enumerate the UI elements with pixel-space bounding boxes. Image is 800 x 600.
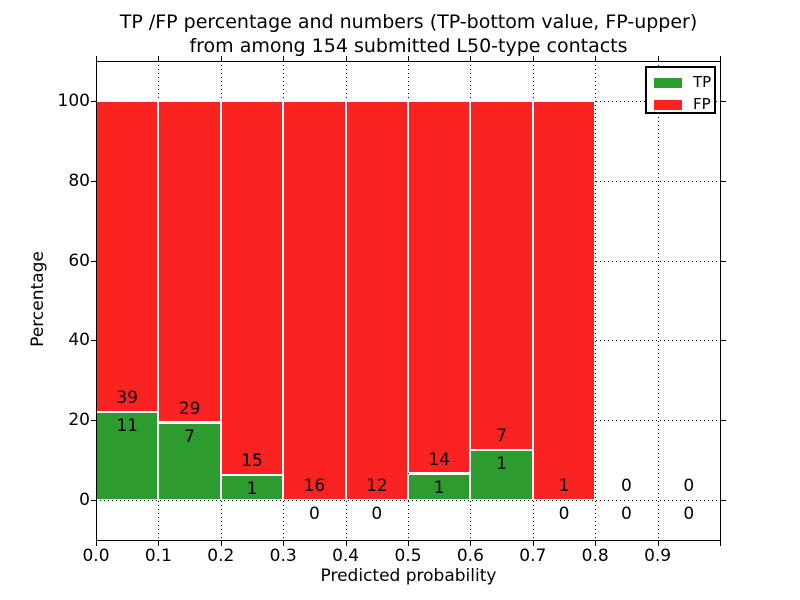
x-tick-mark-top (470, 56, 472, 61)
x-tick-mark (720, 541, 721, 546)
x-tick-mark-top (345, 56, 347, 61)
bar-fp-segment (345, 100, 408, 501)
bar-tp-count-label: 0 (683, 504, 695, 525)
x-tick-label: 0.6 (456, 546, 484, 566)
bar-tp-segment (408, 473, 471, 501)
y-tick-mark-right (721, 100, 726, 102)
bar-fp-count-label: 14 (428, 449, 451, 470)
bar-tp-count-label: 1 (433, 477, 445, 498)
x-tick-mark (158, 541, 160, 546)
bar-fp-count-label: 12 (365, 476, 388, 497)
x-tick-label: 0.7 (519, 546, 547, 566)
bar-tp-count-label: 7 (184, 426, 196, 447)
legend-label: TP (693, 73, 712, 91)
bar-tp-segment (158, 422, 221, 501)
bar-tp-count-label: 0 (308, 504, 320, 525)
bar-fp-segment (220, 100, 284, 476)
legend-swatch-tp (654, 77, 682, 88)
x-tick-mark-top (532, 56, 534, 61)
bar-tp-count-label: 1 (246, 479, 258, 500)
x-tick-label: 0.0 (82, 546, 110, 566)
bar-fp-count-label: 39 (116, 388, 139, 409)
bar-fp-segment (283, 100, 346, 501)
grid-line-vertical (657, 61, 659, 540)
x-tick-mark (408, 541, 409, 546)
plot-frame (96, 61, 721, 541)
x-tick-mark-top (158, 56, 160, 61)
x-tick-mark (345, 541, 347, 546)
bar-tp-count-label: 0 (620, 504, 632, 525)
y-tick-mark-right (721, 500, 726, 502)
x-tick-mark (470, 541, 472, 546)
y-tick-mark (91, 180, 96, 182)
y-tick-mark-right (721, 260, 726, 262)
x-tick-mark-top (408, 56, 409, 61)
x-tick-mark-top (220, 56, 222, 61)
x-tick-label: 0.5 (394, 546, 422, 566)
x-tick-mark-top (96, 56, 97, 61)
x-axis-label: Predicted probability (320, 566, 497, 586)
x-tick-mark (96, 541, 97, 546)
bar-fp-segment (158, 100, 221, 423)
x-tick-mark (220, 541, 222, 546)
bar-fp-segment (532, 100, 596, 501)
bar-tp-segment (470, 450, 533, 501)
bar-tp-count-label: 11 (116, 416, 139, 437)
y-tick-mark-right (721, 420, 726, 422)
x-tick-label: 0.4 (332, 546, 360, 566)
y-tick-label: 100 (57, 90, 90, 111)
legend-swatch-fp (654, 99, 682, 110)
x-tick-mark (657, 541, 659, 546)
bar-fp-count-label: 29 (178, 398, 201, 419)
legend-entry: FP (654, 95, 714, 114)
x-tick-mark-top (283, 56, 285, 61)
bar-tp-segment (220, 475, 284, 500)
x-tick-mark-top (720, 56, 721, 61)
y-tick-label: 80 (68, 170, 90, 191)
legend: TP FP (645, 66, 716, 114)
bar-fp-count-label: 16 (303, 476, 326, 497)
y-tick-label: 40 (68, 330, 90, 351)
legend-label: FP (693, 95, 711, 113)
y-tick-label: 20 (68, 410, 90, 431)
x-tick-mark-top (595, 56, 597, 61)
x-tick-mark (532, 541, 534, 546)
bar-tp-count-label: 1 (496, 454, 508, 475)
x-tick-label: 0.2 (207, 546, 235, 566)
bar-fp-count-label: 0 (620, 476, 632, 497)
bar-tp-count-label: 0 (371, 504, 383, 525)
bar-fp-segment (408, 100, 471, 474)
bar-fp-count-label: 15 (241, 451, 263, 472)
y-tick-mark (91, 500, 96, 502)
y-tick-mark (91, 420, 96, 422)
y-axis-label: Percentage (28, 251, 48, 347)
x-tick-label: 0.9 (644, 546, 672, 566)
x-tick-mark (283, 541, 285, 546)
grid-line-vertical (595, 61, 597, 540)
y-tick-mark (91, 100, 96, 102)
x-tick-mark-top (657, 56, 659, 61)
bar-fp-count-label: 0 (683, 476, 695, 497)
bar-fp-count-label: 1 (558, 476, 570, 497)
chart-title: TP /FP percentage and numbers (TP-bottom… (119, 11, 698, 57)
bar-fp-count-label: 7 (496, 426, 508, 447)
y-tick-label: 0 (79, 490, 90, 511)
y-tick-mark-right (721, 340, 726, 342)
bar-fp-segment (96, 100, 159, 413)
x-tick-label: 0.1 (144, 546, 172, 566)
y-tick-mark (91, 260, 96, 262)
legend-entry: TP (654, 73, 714, 92)
bar-fp-segment (470, 100, 533, 451)
y-tick-label: 60 (68, 250, 90, 271)
bar-tp-count-label: 0 (558, 504, 570, 525)
x-tick-label: 0.8 (581, 546, 609, 566)
y-tick-mark-right (721, 180, 726, 182)
x-tick-mark (595, 541, 597, 546)
y-tick-mark (91, 340, 96, 342)
x-tick-label: 0.3 (269, 546, 297, 566)
